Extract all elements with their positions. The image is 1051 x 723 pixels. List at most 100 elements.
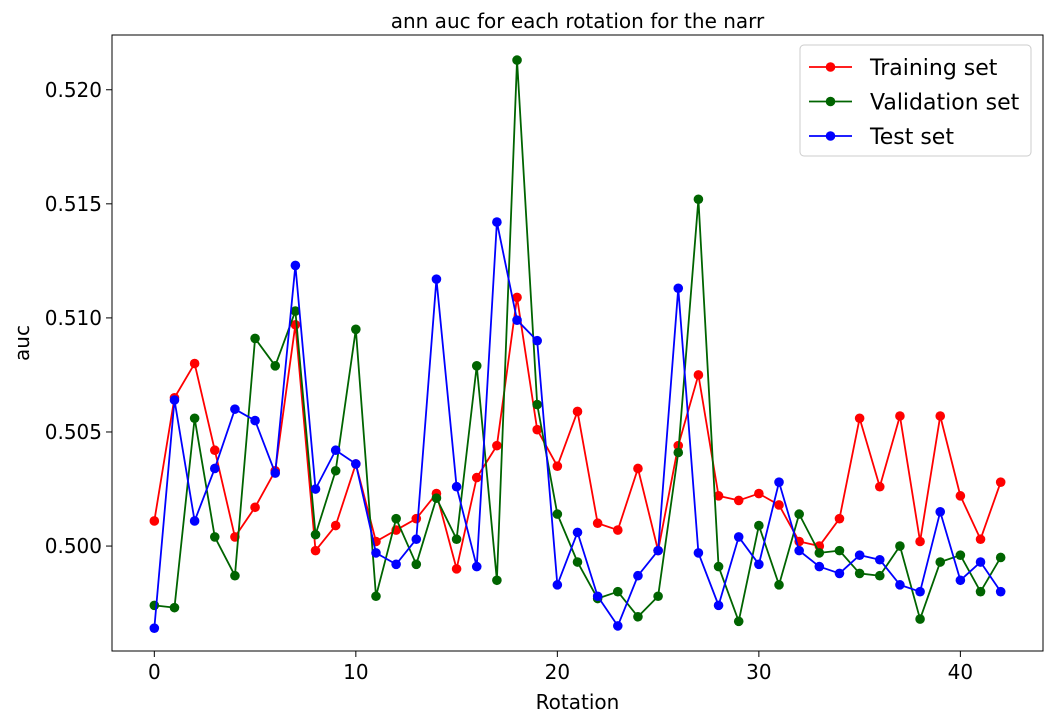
data-point — [854, 413, 865, 424]
data-point — [935, 411, 946, 421]
data-point — [330, 445, 341, 456]
data-point — [774, 580, 784, 590]
data-point — [572, 406, 583, 417]
data-point — [512, 292, 522, 303]
series-layer — [149, 55, 1006, 633]
x-tick-label: 30 — [746, 660, 771, 684]
data-point — [532, 424, 542, 435]
data-point — [532, 335, 542, 346]
data-point — [270, 361, 281, 371]
data-point — [149, 516, 160, 526]
data-point — [754, 488, 764, 499]
data-point — [250, 415, 260, 426]
data-point — [290, 306, 301, 316]
data-point — [189, 516, 200, 526]
data-point — [310, 484, 321, 494]
data-point — [250, 502, 260, 513]
legend-item: Training set — [809, 56, 998, 81]
y-tick-label: 0.510 — [45, 306, 102, 330]
data-point — [552, 509, 563, 519]
data-point — [653, 591, 663, 602]
data-point — [209, 445, 220, 456]
data-point — [834, 513, 845, 524]
data-point — [512, 315, 522, 325]
data-point — [492, 440, 502, 451]
data-point — [532, 399, 542, 410]
legend-marker-swatch — [825, 131, 836, 141]
data-point — [310, 529, 321, 540]
data-point — [794, 545, 804, 556]
data-point — [592, 591, 603, 602]
y-tick-label: 0.505 — [45, 420, 102, 444]
data-point — [733, 616, 744, 627]
data-point — [572, 527, 583, 538]
data-point — [673, 447, 684, 458]
data-point — [411, 559, 422, 570]
data-point — [572, 557, 583, 567]
data-point — [330, 465, 341, 476]
data-point — [250, 333, 260, 344]
data-point — [451, 534, 462, 545]
data-point — [411, 513, 422, 524]
data-point — [935, 557, 946, 567]
y-tick-label: 0.520 — [45, 78, 102, 102]
data-point — [330, 520, 341, 531]
data-point — [290, 260, 301, 271]
data-point — [371, 591, 381, 602]
data-point — [653, 545, 663, 556]
data-point — [754, 559, 764, 570]
data-point — [512, 55, 522, 65]
chart-title: ann auc for each rotation for the narr — [391, 9, 765, 33]
y-tick-label: 0.500 — [45, 534, 102, 558]
data-point — [552, 580, 563, 590]
data-point — [391, 559, 401, 570]
data-point — [149, 623, 160, 633]
data-point — [693, 370, 704, 380]
data-point — [754, 520, 764, 531]
data-point — [471, 561, 482, 572]
x-tick-label: 20 — [545, 660, 570, 684]
data-point — [371, 548, 381, 558]
data-point — [693, 194, 704, 205]
plot-area-frame — [111, 34, 1044, 652]
legend: Training set Validation set Test set — [799, 44, 1032, 157]
data-point — [733, 495, 744, 506]
data-point — [189, 358, 200, 369]
data-point — [975, 534, 986, 545]
x-tick-label: 40 — [948, 660, 973, 684]
data-point — [935, 507, 946, 517]
data-point — [351, 324, 361, 335]
data-point — [915, 586, 925, 597]
data-point — [975, 586, 986, 597]
y-axis: 0.500 0.505 0.510 0.515 0.520 — [45, 78, 112, 558]
data-point — [310, 545, 321, 556]
data-point — [633, 570, 643, 581]
data-point — [733, 532, 744, 542]
data-point — [209, 532, 220, 542]
data-point — [713, 600, 724, 611]
data-point — [471, 361, 482, 371]
data-point — [613, 525, 623, 535]
legend-label: Validation set — [870, 91, 1020, 116]
data-point — [431, 493, 442, 503]
data-point — [814, 548, 825, 558]
legend-label: Training set — [869, 56, 998, 81]
data-point — [955, 491, 966, 501]
data-point — [814, 561, 825, 572]
data-point — [633, 463, 643, 474]
data-point — [290, 319, 301, 330]
legend-item: Test set — [809, 125, 954, 150]
data-point — [874, 481, 885, 492]
data-point — [391, 513, 401, 524]
legend-item: Validation set — [809, 91, 1020, 116]
data-point — [492, 217, 502, 227]
data-point — [874, 554, 885, 565]
data-point — [451, 481, 462, 492]
data-point — [209, 463, 220, 474]
legend-box — [799, 44, 1032, 157]
data-point — [230, 570, 240, 581]
data-point — [613, 586, 623, 597]
data-point — [673, 283, 684, 294]
data-point — [895, 580, 905, 590]
